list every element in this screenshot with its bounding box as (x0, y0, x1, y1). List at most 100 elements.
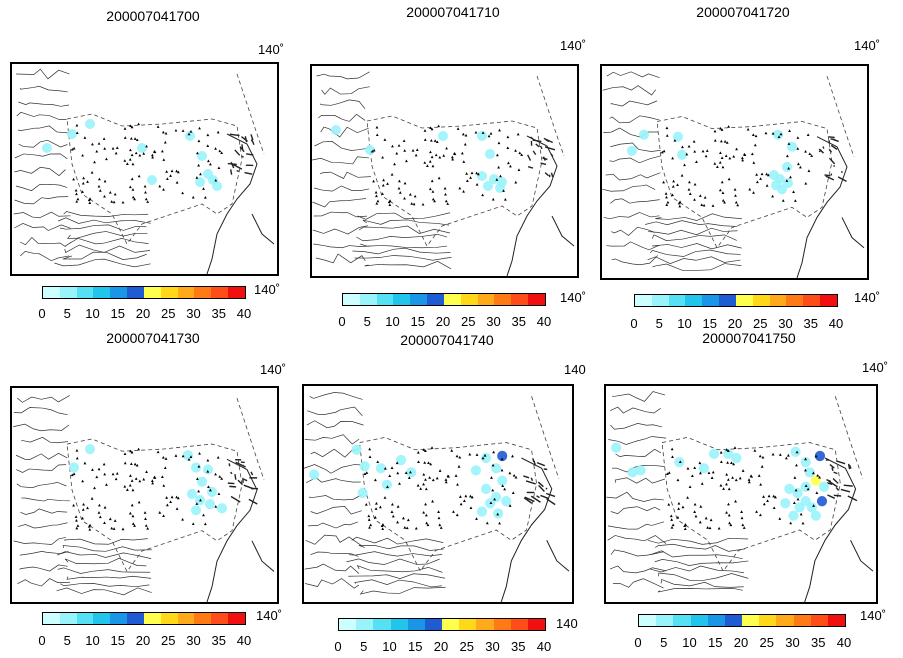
colorbar-segment (528, 294, 545, 305)
colorbar-segment (690, 615, 708, 626)
colorbar-segment (493, 619, 511, 630)
station-marker (217, 492, 221, 496)
terrain-contour (309, 392, 363, 400)
colorbar-tick-label: 15 (708, 635, 723, 650)
colorbar-segment (211, 287, 229, 298)
station-marker (369, 523, 373, 527)
station-marker (375, 194, 378, 198)
station-marker (701, 149, 705, 153)
colorbar-segment (339, 619, 357, 630)
colorbar-tick-label: 15 (410, 314, 425, 329)
map-panel: 200007041720 140˚ 0 5 10 15 20 25 30 35 40 140˚ (598, 0, 888, 331)
terrain-contour (308, 521, 358, 529)
station-marker (721, 199, 725, 202)
terrain-contour (62, 545, 152, 552)
colorbar-tick-label: 0 (630, 316, 638, 331)
station-marker (386, 485, 389, 489)
station-marker (151, 481, 155, 485)
terrain-contour (603, 212, 660, 220)
colorbar-segment (793, 615, 811, 626)
map-panel: 200007041730 140˚ 0 5 10 15 20 25 30 35 40 140˚ (8, 328, 298, 653)
colorbar-segment (76, 613, 94, 624)
colorbar-segment (820, 295, 837, 306)
terrain-contour (321, 86, 370, 95)
station-marker (395, 151, 399, 155)
station-marker (793, 199, 797, 202)
rainfall-marker (477, 131, 487, 141)
station-marker (787, 142, 791, 145)
colorbar-segment (93, 613, 111, 624)
station-marker (144, 197, 148, 201)
station-marker (498, 521, 501, 525)
station-marker (465, 172, 469, 175)
station-marker (169, 500, 172, 503)
terrain-contour (15, 183, 68, 192)
terrain-contour (16, 68, 70, 80)
urban-coastline (246, 153, 254, 156)
terrain-contour (611, 255, 658, 266)
station-marker (390, 173, 394, 176)
station-marker (676, 183, 679, 186)
rainfall-marker (794, 502, 805, 513)
station-marker (711, 204, 715, 207)
station-marker (145, 144, 148, 148)
station-marker (458, 186, 462, 190)
station-marker (129, 474, 132, 477)
station-marker (398, 482, 401, 485)
station-marker (169, 174, 172, 177)
station-marker (81, 516, 84, 520)
colorbar-segment (511, 294, 529, 305)
station-marker (508, 471, 512, 475)
station-marker (469, 494, 472, 498)
station-marker (799, 165, 802, 169)
boundary-line (826, 75, 855, 157)
urban-coastline (827, 494, 835, 499)
colorbar-segment (651, 295, 669, 306)
station-marker (728, 521, 731, 525)
station-marker (217, 166, 221, 170)
station-marker (203, 195, 207, 199)
station-marker (408, 193, 412, 196)
station-marker (725, 141, 729, 144)
colorbar-tick-label: 40 (236, 633, 252, 648)
station-marker (734, 499, 737, 503)
station-marker (693, 510, 697, 513)
station-marker (808, 152, 812, 155)
terrain-contour (649, 565, 744, 574)
terrain-contour (15, 452, 68, 460)
station-marker (412, 202, 416, 206)
coastline (796, 136, 865, 278)
station-marker (673, 138, 677, 142)
station-marker (665, 472, 669, 475)
station-marker (390, 502, 394, 506)
station-marker (121, 200, 125, 204)
station-marker (700, 203, 704, 207)
panel-title: 200007041710 (406, 4, 500, 20)
station-marker (381, 183, 385, 187)
rainfall-marker (480, 452, 492, 464)
station-marker (667, 502, 671, 506)
urban-coastline (825, 175, 835, 181)
station-marker (771, 452, 775, 456)
colorbar-tick-label: 5 (655, 316, 663, 331)
station-marker (81, 190, 84, 193)
terrain-contour (13, 407, 68, 416)
station-marker (435, 140, 439, 144)
urban-coastline (229, 471, 233, 475)
station-marker (397, 144, 401, 147)
station-marker (372, 179, 375, 183)
station-marker (757, 474, 761, 477)
station-marker (396, 505, 400, 508)
rainfall-marker (85, 444, 95, 455)
station-marker (433, 199, 436, 203)
station-marker (796, 497, 800, 501)
station-marker (376, 199, 380, 203)
station-marker (174, 128, 178, 132)
urban-coastline (525, 480, 536, 485)
longitude-label: 140˚ (260, 362, 287, 377)
station-marker (665, 126, 669, 130)
station-marker (671, 184, 675, 188)
station-marker (170, 495, 174, 499)
rainfall-marker (212, 181, 222, 191)
urban-coastline (236, 170, 240, 173)
